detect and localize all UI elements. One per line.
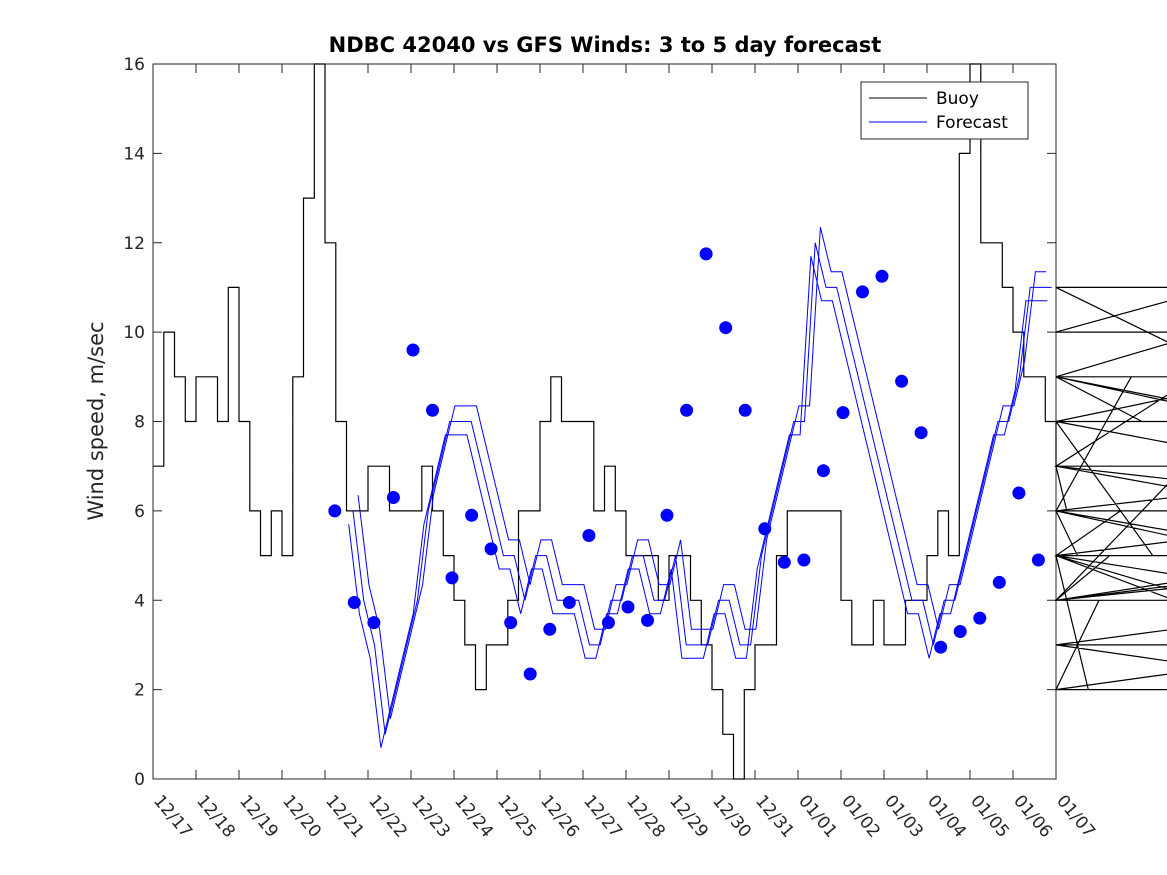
x-tick-label: 12/21: [321, 791, 368, 841]
forecast-marker: [386, 491, 400, 504]
y-tick-label: 12: [123, 234, 145, 254]
x-tick-label: 12/29: [665, 791, 712, 841]
forecast-marker: [484, 542, 498, 556]
forecast-marker: [465, 508, 479, 522]
forecast-marker: [426, 403, 439, 417]
x-tick-label: 01/03: [880, 791, 927, 841]
x-tick-label: 01/05: [966, 791, 1013, 841]
x-tick-label: 12/27: [579, 791, 626, 841]
forecast-marker: [1012, 486, 1026, 500]
y-tick-label: 10: [123, 323, 145, 343]
axis-ticks: [152, 63, 1057, 780]
chart-title: NDBC 42040 vs GFS Winds: 3 to 5 day fore…: [329, 33, 882, 57]
y-tick-label: 14: [123, 144, 145, 164]
forecast-marker: [660, 508, 674, 522]
y-tick-label: 2: [134, 681, 145, 701]
x-tick-label: 01/04: [923, 791, 970, 841]
legend-forecast-label: Forecast: [936, 113, 1008, 133]
legend-box: [860, 81, 1029, 140]
forecast-marker: [719, 321, 733, 335]
forecast-marker: [758, 522, 772, 536]
x-tick-label: 12/30: [708, 791, 755, 841]
y-tick-label: 0: [134, 770, 145, 790]
forecast-marker: [504, 616, 518, 630]
forecast-marker: [953, 625, 967, 638]
x-tick-label: 12/22: [364, 791, 411, 841]
forecast-line: [357, 226, 1047, 719]
forecast-marker: [973, 611, 987, 625]
x-tick-label: 01/02: [837, 791, 884, 841]
forecast-marker: [699, 247, 713, 261]
forecast-marker: [914, 426, 928, 440]
forecast-marker: [1031, 553, 1045, 567]
forecast-marker: [601, 616, 615, 630]
forecast-marker: [621, 600, 635, 614]
forecast-marker: [836, 406, 850, 420]
x-tick-label: 12/23: [407, 791, 454, 841]
x-tick-label: 12/18: [192, 791, 239, 841]
x-tick-label: 12/31: [751, 791, 798, 841]
forecast-marker: [582, 529, 596, 542]
forecast-marker: [875, 269, 889, 283]
legend-buoy-label: Buoy: [936, 89, 979, 109]
forecast-markers: [328, 247, 1045, 681]
x-tick-label: 12/19: [235, 791, 282, 841]
y-tick-labels: 0 2 4 6 8 10 12 14 16: [123, 55, 145, 790]
y-tick-label: 8: [134, 413, 145, 433]
y-tick-label: 16: [123, 55, 145, 75]
buoy-line: [153, 63, 1167, 780]
forecast-marker: [445, 571, 459, 585]
forecast-marker: [777, 555, 791, 569]
x-tick-label: 01/07: [1052, 791, 1099, 841]
forecast-marker: [992, 575, 1006, 589]
x-tick-label: 12/28: [622, 791, 669, 841]
x-tick-label: 12/24: [450, 791, 497, 841]
forecast-marker: [523, 667, 537, 681]
x-tick-label: 12/25: [493, 791, 540, 841]
forecast-marker: [543, 622, 557, 636]
forecast-marker: [347, 596, 361, 609]
plot-area: [152, 63, 1167, 780]
forecast-marker: [797, 553, 811, 567]
forecast-marker: [641, 613, 654, 627]
legend: Buoy Forecast: [860, 81, 1029, 140]
forecast-marker: [816, 464, 830, 478]
forecast-marker: [680, 403, 694, 417]
x-tick-label: 01/01: [794, 791, 841, 841]
forecast-marker: [856, 285, 869, 299]
plot-frame: [152, 63, 1057, 780]
buoy-series: [153, 63, 1167, 780]
forecast-marker: [562, 596, 576, 609]
forecast-series: [348, 226, 1052, 748]
x-tick-label: 01/06: [1009, 791, 1056, 841]
y-tick-label: 4: [134, 591, 145, 611]
x-tick-labels: 12/1712/1812/1912/2012/2112/2212/2312/24…: [149, 791, 1099, 841]
forecast-marker: [367, 616, 381, 630]
x-tick-label: 12/26: [536, 791, 583, 841]
x-tick-label: 12/20: [278, 791, 325, 841]
forecast-marker: [406, 343, 420, 357]
forecast-line: [348, 256, 1048, 748]
forecast-line: [352, 242, 1052, 735]
forecast-marker: [934, 640, 948, 654]
forecast-marker: [738, 403, 752, 417]
y-tick-label: 6: [134, 502, 145, 522]
forecast-marker: [895, 374, 909, 388]
x-tick-label: 12/17: [149, 791, 196, 841]
forecast-marker: [328, 504, 342, 518]
y-axis-label: Wind speed, m/sec: [84, 321, 108, 520]
